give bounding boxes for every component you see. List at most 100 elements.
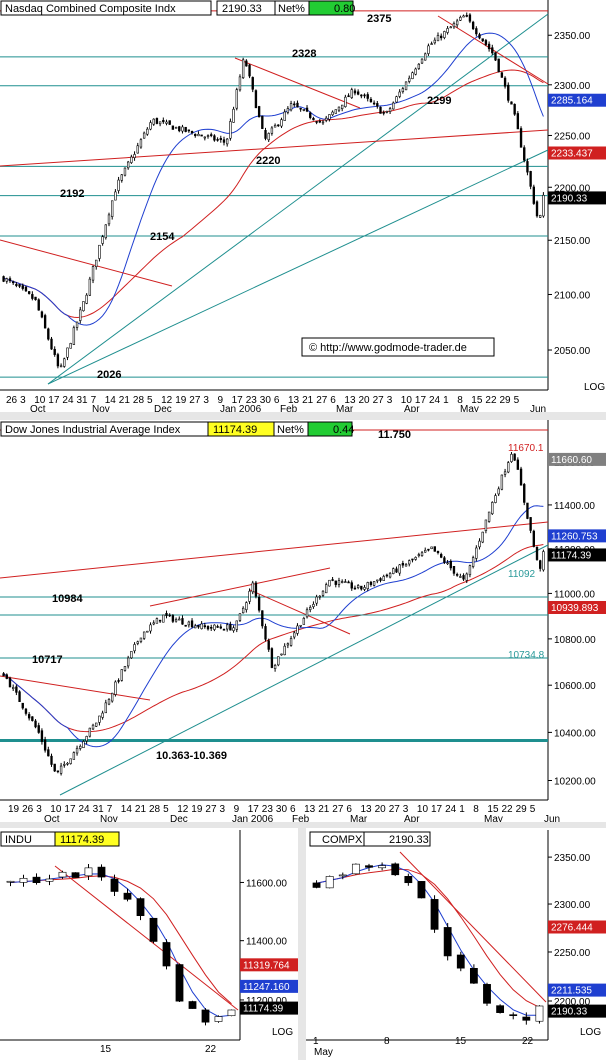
candle-up xyxy=(408,77,411,82)
candle-down xyxy=(210,627,213,629)
candle-down xyxy=(171,615,175,622)
candle-down xyxy=(318,120,321,123)
candle-up xyxy=(133,154,136,158)
candle-up xyxy=(366,582,369,589)
candle-down xyxy=(404,876,413,884)
candle-down xyxy=(216,626,219,628)
day-tick-label: 17 xyxy=(415,395,427,406)
candle-down xyxy=(219,626,222,629)
candle-down xyxy=(469,968,478,984)
candle-down xyxy=(50,338,53,350)
value-label: 10734.8 xyxy=(508,650,545,661)
candle-up xyxy=(363,587,366,590)
candle-down xyxy=(376,103,379,107)
candle-up xyxy=(446,562,449,565)
candle-up xyxy=(95,259,98,267)
candle-up xyxy=(226,624,229,630)
candle-down xyxy=(267,640,270,650)
candle-up xyxy=(420,552,424,556)
candle-down xyxy=(372,102,376,105)
candle-down xyxy=(430,899,439,930)
candle-up xyxy=(72,752,76,760)
value-label-box xyxy=(548,548,606,562)
candle-up xyxy=(539,215,542,218)
day-tick-label: 6 xyxy=(290,804,296,815)
month-label: May xyxy=(460,404,479,415)
candle-up xyxy=(420,58,424,64)
candle-down xyxy=(222,139,226,143)
candle-down xyxy=(43,739,47,751)
day-tick-label: 14 xyxy=(105,395,117,406)
candle-up xyxy=(338,874,347,877)
day-tick-label: 31 xyxy=(77,395,89,406)
indu-title: INDU xyxy=(5,834,32,846)
value-label: 11660.60 xyxy=(551,455,592,466)
candle-down xyxy=(299,107,302,110)
candle-up xyxy=(459,576,462,578)
value-label-box xyxy=(548,191,606,205)
day-tick-label: 1 xyxy=(443,395,449,406)
candle-down xyxy=(34,296,37,301)
month-label: Oct xyxy=(30,404,46,415)
day-tick-label: 3 xyxy=(20,395,26,406)
candle-up xyxy=(111,200,114,217)
value-label-box xyxy=(240,1001,298,1015)
candle-up xyxy=(248,590,251,602)
candle-down xyxy=(165,613,168,617)
candle-down xyxy=(31,716,34,721)
candle-up xyxy=(130,651,133,659)
month-label: Mar xyxy=(336,404,354,415)
candle-up xyxy=(69,758,72,764)
candle-up xyxy=(273,124,277,128)
candle-up xyxy=(123,167,127,176)
candle-up xyxy=(241,607,245,614)
value-label-box xyxy=(548,93,606,107)
price-tick-label: 11600.00 xyxy=(246,878,287,889)
candle-down xyxy=(532,530,535,547)
candle-down xyxy=(277,124,280,127)
day-tick-label: 21 xyxy=(318,804,330,815)
value-label: 11319.764 xyxy=(243,960,290,971)
candle-up xyxy=(286,108,290,113)
panel-separator-1 xyxy=(0,412,606,420)
compx-panel: 2200.002250.002300.002350.002276.4442211… xyxy=(306,830,606,1058)
day-tick-label: 27 xyxy=(389,804,401,815)
value-label-box xyxy=(548,1004,606,1018)
nasdaq-net-value-box xyxy=(308,0,354,16)
value-label: 10939.893 xyxy=(551,603,599,614)
candle-down xyxy=(181,618,184,625)
price-tick-label: 10400.00 xyxy=(554,728,596,739)
candle-up xyxy=(471,557,475,567)
candle-down xyxy=(356,91,360,95)
candle-up xyxy=(417,554,421,556)
moving-average-red xyxy=(10,875,232,1005)
candle-down xyxy=(254,90,258,109)
nasdaq-net-value: 0.80 xyxy=(334,3,355,15)
candle-down xyxy=(178,126,181,132)
candle-down xyxy=(513,103,516,115)
candle-down xyxy=(353,90,357,94)
candle-up xyxy=(283,645,286,656)
candle-down xyxy=(452,566,456,574)
candle-down xyxy=(40,730,44,742)
candle-down xyxy=(257,106,261,118)
candle-down xyxy=(117,680,120,682)
candle-up xyxy=(85,294,88,304)
value-label-box xyxy=(240,958,298,972)
candle-down xyxy=(190,620,194,628)
candle-down xyxy=(347,581,350,584)
candle-down xyxy=(478,34,481,39)
candle-down xyxy=(37,725,40,733)
value-label: 11174.39 xyxy=(243,1004,284,1015)
day-tick-label: 3 xyxy=(220,804,226,815)
day-tick-label: 12 xyxy=(161,395,173,406)
candle-down xyxy=(312,117,315,121)
month-label: Jan 2006 xyxy=(232,814,274,825)
candle-up xyxy=(111,692,114,702)
day-tick-label: 13 xyxy=(304,804,316,815)
candle-up xyxy=(503,471,507,475)
month-label: Feb xyxy=(292,814,310,825)
candle-down xyxy=(443,557,446,563)
day-tick-label: 22 xyxy=(485,395,497,406)
nasdaq-log-label: LOG xyxy=(584,382,605,393)
